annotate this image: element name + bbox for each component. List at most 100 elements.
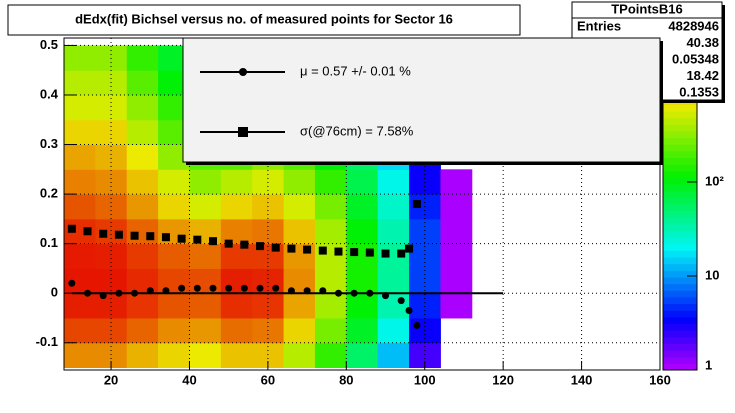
palette-band: [663, 270, 697, 278]
palette-band: [663, 137, 697, 145]
point: [350, 289, 358, 297]
point: [224, 239, 233, 248]
heatmap-cell: [64, 45, 96, 71]
heatmap-cell: [377, 317, 410, 344]
heatmap-cell: [126, 144, 159, 170]
heatmap-cell: [314, 194, 347, 220]
heatmap-cell: [440, 218, 473, 245]
point: [162, 287, 170, 295]
point: [178, 284, 186, 292]
heatmap-cell: [126, 268, 159, 294]
palette-band: [663, 170, 697, 178]
point: [209, 237, 217, 246]
z-tick-label: 10²: [705, 173, 724, 188]
stats-value: 4828946: [668, 18, 719, 33]
point: [350, 248, 359, 257]
point: [240, 284, 248, 292]
palette-band: [663, 336, 697, 344]
heatmap-cell: [346, 342, 379, 369]
point: [114, 230, 123, 239]
palette-band: [663, 230, 697, 238]
heatmap-cell: [220, 342, 253, 369]
heatmap-cell: [220, 293, 253, 319]
heatmap-cell: [189, 342, 222, 369]
heatmap-cell: [220, 169, 253, 195]
heatmap-cell: [64, 194, 96, 220]
palette-band: [663, 356, 697, 364]
heatmap-cell: [64, 268, 96, 294]
y-tick-label: 0.4: [40, 86, 59, 101]
heatmap-cell: [283, 169, 316, 195]
heatmap-cell: [64, 144, 96, 170]
heatmap-cell: [158, 194, 190, 220]
point: [381, 249, 390, 258]
title-box: [7, 4, 521, 36]
palette-band: [663, 363, 697, 371]
point: [272, 284, 280, 292]
heatmap-cell: [126, 218, 159, 245]
palette-band: [663, 316, 697, 325]
palette-band: [663, 144, 697, 152]
heatmap-cell: [220, 317, 253, 344]
heatmap-cell: [126, 342, 159, 369]
heatmap-cell: [283, 293, 316, 319]
point: [193, 235, 202, 244]
palette-band: [663, 257, 697, 265]
point: [382, 292, 390, 300]
palette-band: [663, 330, 697, 338]
heatmap-cell: [440, 293, 473, 319]
heatmap-cell: [126, 94, 159, 121]
point: [334, 247, 343, 256]
heatmap-cell: [95, 119, 128, 146]
palette-band: [663, 164, 697, 172]
heatmap-cell: [314, 342, 347, 369]
heatmap-cell: [126, 45, 159, 71]
palette-band: [663, 184, 697, 192]
point: [146, 232, 155, 241]
stats-value: 0.05348: [672, 51, 719, 66]
point: [303, 287, 311, 295]
y-tick-label: 0.2: [40, 186, 58, 201]
heatmap-cell: [377, 169, 410, 195]
heatmap-cell: [314, 293, 347, 319]
x-tick-label: 140: [571, 372, 593, 387]
heatmap-cell: [126, 119, 159, 146]
point: [319, 287, 327, 295]
heatmap-cell: [126, 169, 159, 195]
palette-band: [663, 157, 697, 165]
heatmap-cell: [346, 169, 379, 195]
y-tick-label: 0.5: [40, 37, 58, 52]
point: [413, 321, 421, 329]
heatmap-cell: [64, 169, 96, 195]
heatmap-cell: [126, 243, 159, 269]
heatmap-cell: [377, 194, 410, 220]
y-tick-label: 0.3: [40, 136, 58, 151]
point: [271, 243, 280, 252]
palette-band: [663, 150, 697, 159]
point: [83, 227, 92, 236]
y-tick-label: 0: [51, 285, 58, 300]
point: [240, 240, 249, 249]
heatmap-cell: [252, 218, 285, 245]
heatmap-cell: [314, 169, 347, 195]
x-tick-label: 160: [649, 372, 671, 387]
point: [405, 307, 413, 315]
heatmap-cell: [346, 218, 379, 245]
heatmap-cell: [95, 268, 128, 294]
y-tick-label: -0.1: [36, 334, 58, 349]
x-tick-label: 40: [182, 372, 196, 387]
heatmap-cell: [409, 218, 441, 245]
palette-band: [663, 177, 697, 185]
heatmap-cell: [64, 243, 96, 269]
heatmap-cell: [158, 293, 190, 319]
stats-value: 0.1353: [679, 84, 719, 99]
legend-marker: [238, 127, 248, 137]
point: [67, 224, 76, 233]
heatmap-cell: [64, 317, 96, 344]
heatmap-cell: [126, 293, 159, 319]
heatmap-cell: [346, 293, 379, 319]
point: [68, 279, 76, 287]
heatmap-cell: [158, 342, 190, 369]
point: [256, 242, 265, 251]
heatmap-cell: [126, 70, 159, 96]
